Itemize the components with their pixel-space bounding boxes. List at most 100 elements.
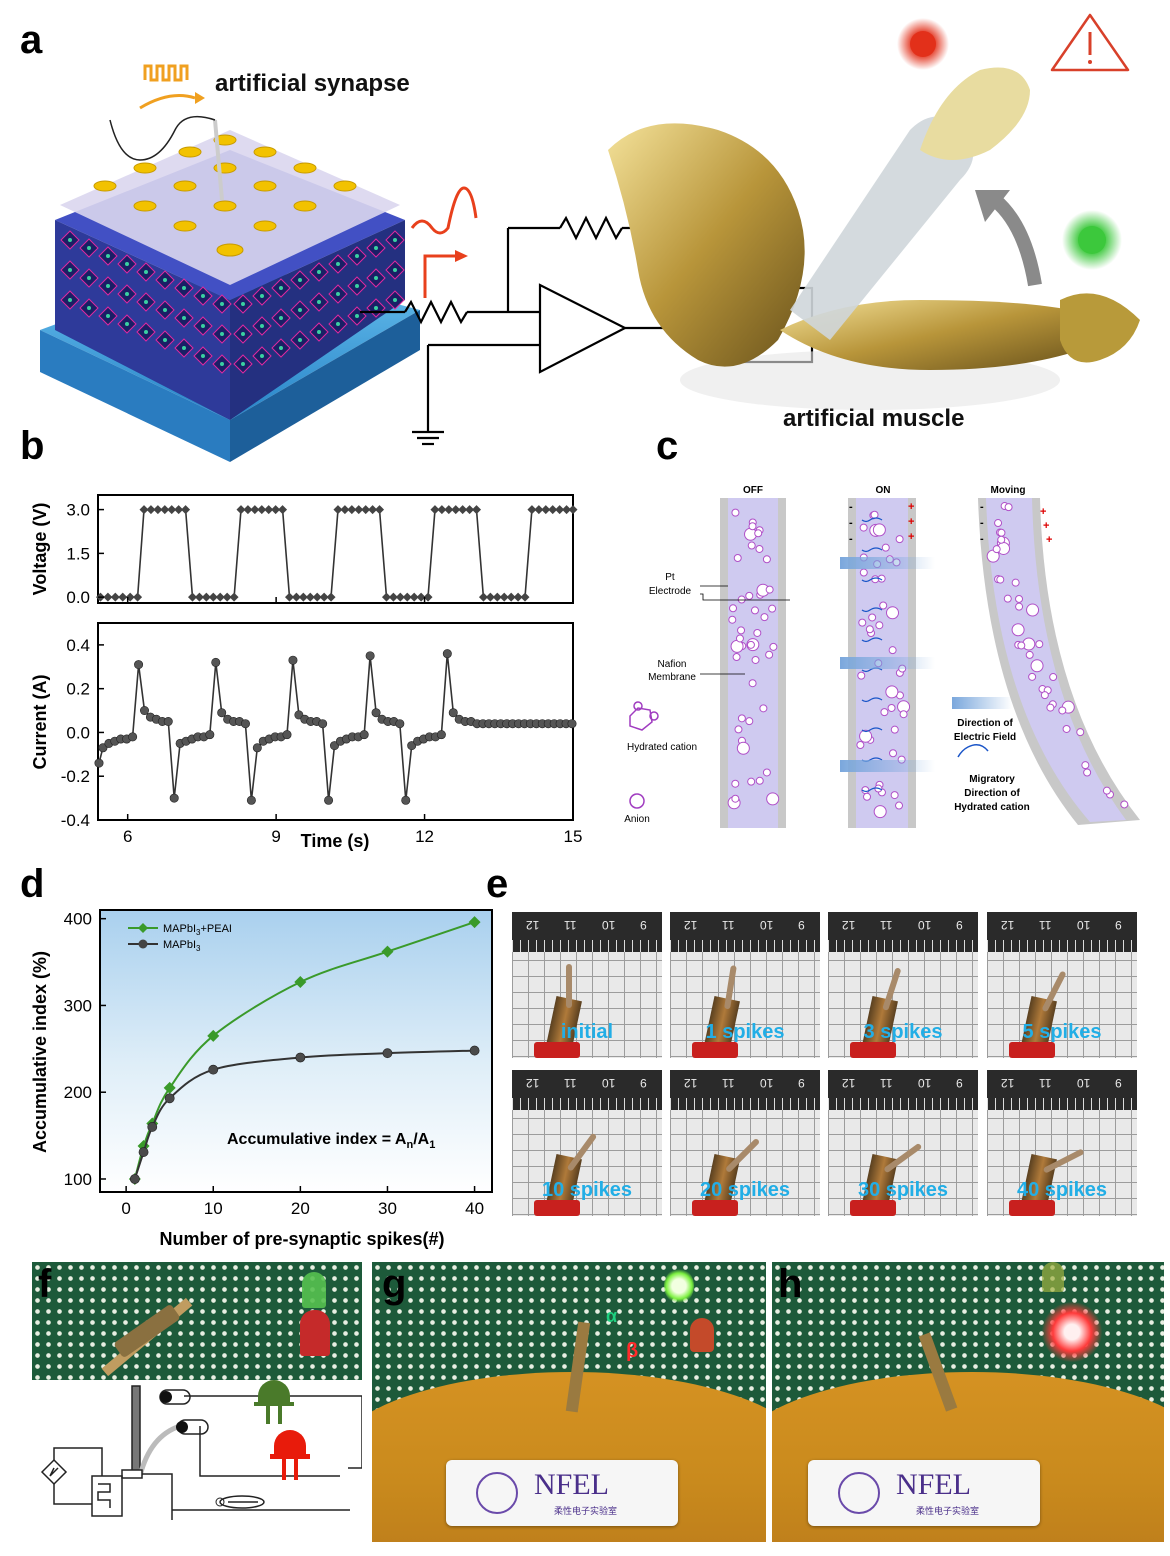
equation-label: Accumulative index = An/A1: [227, 1131, 435, 1151]
voltage-point: [527, 505, 537, 515]
panel-label-h: h: [778, 1262, 803, 1306]
voltage-point: [375, 505, 385, 515]
artificial-synapse-label: artificial synapse: [215, 70, 410, 97]
ruler-number: 10: [602, 918, 616, 932]
current-point: [288, 655, 298, 665]
ruler: 12 11 10 9: [828, 1070, 978, 1110]
d-x-tick-label: 10: [204, 1199, 223, 1218]
voltage-point: [416, 592, 426, 602]
voltage-point: [312, 592, 322, 602]
panel-label-a: a: [20, 18, 43, 62]
voltage-point: [340, 505, 350, 515]
panel-d-chart: 0 10 20 30 40 100 200 300 400 MAPbI3+PEAI MAPbI3…: [30, 909, 493, 1249]
panel-f-photo: [32, 1262, 362, 1380]
spike-count-label: 3 spikes: [863, 1021, 943, 1043]
voltage-point: [437, 505, 447, 515]
voltage-point: [264, 505, 274, 515]
ruler-number: 12: [526, 1076, 540, 1090]
nfel-badge: NFEL 柔性电子实验室: [446, 1460, 678, 1526]
migratory-label: Migratory Direction of Hydrated cation: [954, 774, 1030, 813]
ruler-number: 12: [1001, 918, 1015, 932]
current-point: [169, 793, 179, 803]
svg-text:-: -: [849, 533, 853, 545]
svg-text:+: +: [1043, 520, 1049, 532]
current-point: [371, 708, 381, 718]
voltage-point: [229, 592, 239, 602]
voltage-point: [506, 592, 516, 602]
spike-photo: 12 11 10 9 3 spikes: [828, 912, 978, 1058]
current-point: [246, 795, 256, 805]
voltage-point: [326, 592, 336, 602]
ruler-number: 11: [880, 918, 893, 932]
ruler-number: 10: [760, 1076, 774, 1090]
voltage-line: [100, 508, 573, 598]
mapbi3-point: [382, 1048, 393, 1059]
spike-count-label: 20 spikes: [699, 1179, 791, 1201]
svg-text:+: +: [1046, 534, 1052, 546]
current-tick-label: -0.2: [61, 767, 90, 786]
voltage-point: [555, 505, 565, 515]
voltage-point: [368, 505, 378, 515]
ruler-number: 11: [880, 1076, 893, 1090]
ruler-number: 12: [1001, 1076, 1015, 1090]
d-x-tick-label: 20: [291, 1199, 310, 1218]
peai-point: [207, 1029, 220, 1042]
warning-icon: [1050, 13, 1130, 72]
voltage-point: [568, 505, 578, 515]
svg-text:+: +: [908, 516, 914, 528]
voltage-point: [278, 505, 288, 515]
panel-label-d: d: [20, 862, 45, 906]
ruler-number: 12: [684, 1076, 698, 1090]
current-point: [240, 719, 250, 729]
svg-text:-: -: [849, 517, 853, 529]
time-tick-label: 6: [123, 827, 132, 846]
panel-g-photo: α β NFEL 柔性电子实验室: [372, 1262, 766, 1542]
rotation-arrow-icon: [990, 194, 1042, 287]
current-point: [359, 730, 369, 740]
current-point: [442, 649, 452, 659]
voltage-point: [409, 592, 419, 602]
actuator-strip: [566, 1132, 598, 1172]
voltage-point: [118, 592, 128, 602]
voltage-point: [333, 505, 343, 515]
ruler-number: 11: [722, 918, 735, 932]
voltage-point: [402, 592, 412, 602]
voltage-point: [222, 592, 232, 602]
panel-label-g: g: [382, 1262, 407, 1306]
voltage-point: [110, 592, 120, 602]
voltage-plot-frame: [97, 494, 574, 604]
time-axis-label: Time (s): [301, 831, 370, 851]
voltage-point: [181, 505, 191, 515]
current-point: [448, 708, 458, 718]
voltage-point: [485, 592, 495, 602]
voltage-point: [520, 592, 530, 602]
time-tick-label: 15: [564, 827, 583, 846]
postsynaptic-signal-icon: [410, 186, 478, 235]
red-led-off: [690, 1318, 714, 1352]
legend-label-peai: MAPbI3+PEAI: [163, 923, 232, 937]
ruler: 12 11 10 9: [670, 1070, 820, 1110]
svg-text:+: +: [908, 531, 914, 543]
spike-train-icon: [143, 64, 189, 82]
svg-text:-: -: [980, 517, 984, 529]
legend-label-mapbi3: MAPbI3: [163, 939, 201, 953]
mapbi3-point: [129, 1174, 140, 1184]
green-led: [664, 1268, 694, 1304]
voltage-point: [153, 505, 163, 515]
svg-text:-: -: [980, 533, 984, 545]
current-point: [211, 657, 221, 667]
spike-count-label: initial: [560, 1021, 614, 1043]
d-x-axis-label: Number of pre-synaptic spikes(#): [159, 1229, 444, 1249]
mapbi3-point: [164, 1093, 175, 1104]
panel-h-photo: NFEL 柔性电子实验室: [772, 1262, 1164, 1542]
voltage-point: [236, 505, 246, 515]
voltage-point: [271, 505, 281, 515]
spike-photo: 12 11 10 9 1 spikes: [670, 912, 820, 1058]
voltage-point: [361, 505, 371, 515]
d-y-axis-label: Accumulative index (%): [30, 951, 50, 1153]
ruler-number: 9: [798, 918, 805, 932]
anion-label: Anion: [624, 814, 650, 825]
voltage-point: [188, 592, 198, 602]
voltage-point: [319, 592, 329, 602]
membrane-moving: [978, 498, 1140, 825]
